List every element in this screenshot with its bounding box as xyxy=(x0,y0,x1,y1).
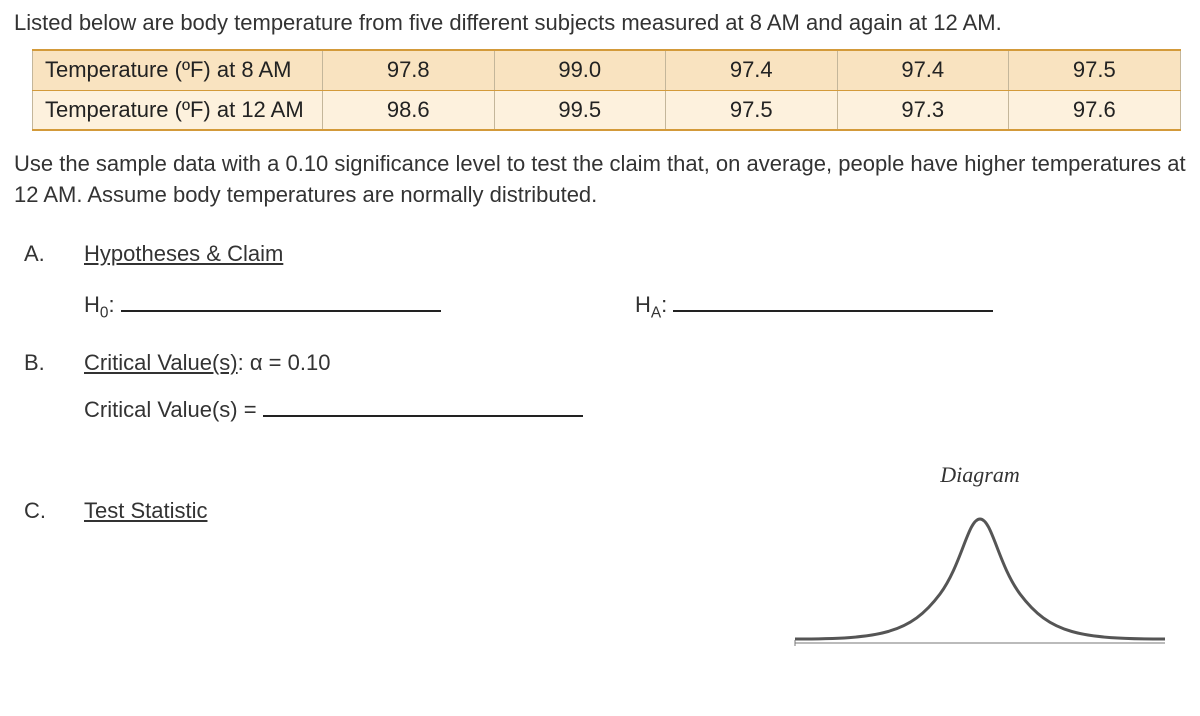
cell: 97.6 xyxy=(1009,90,1181,130)
cell: 97.5 xyxy=(1009,50,1181,90)
cv-blank[interactable] xyxy=(263,393,583,417)
table-row: Temperature (ºF) at 8 AM 97.8 99.0 97.4 … xyxy=(33,50,1181,90)
row1-label: Temperature (ºF) at 8 AM xyxy=(33,50,323,90)
section-letter: A. xyxy=(14,239,84,270)
cell: 97.3 xyxy=(837,90,1009,130)
intro-text: Listed below are body temperature from f… xyxy=(14,8,1186,39)
bell-curve-icon xyxy=(790,499,1170,649)
h0-blank[interactable] xyxy=(121,288,441,312)
cell: 98.6 xyxy=(323,90,495,130)
cell: 99.0 xyxy=(494,50,666,90)
section-b: B. Critical Value(s): α = 0.10 Critical … xyxy=(14,348,1186,426)
section-heading: Test Statistic xyxy=(84,498,207,523)
cv-label: Critical Value(s) = xyxy=(84,395,257,426)
cell: 97.4 xyxy=(666,50,838,90)
alpha-text: : α = 0.10 xyxy=(238,350,331,375)
bell-path xyxy=(795,519,1165,639)
ha-field: HA: xyxy=(635,288,1186,324)
h0-field: H0: xyxy=(84,288,635,324)
prompt-text: Use the sample data with a 0.10 signific… xyxy=(14,149,1186,211)
section-letter: B. xyxy=(14,348,84,379)
cell: 99.5 xyxy=(494,90,666,130)
section-heading: Hypotheses & Claim xyxy=(84,241,283,266)
section-letter: C. xyxy=(14,496,84,527)
section-heading: Critical Value(s) xyxy=(84,350,238,375)
table-row: Temperature (ºF) at 12 AM 98.6 99.5 97.5… xyxy=(33,90,1181,130)
cell: 97.8 xyxy=(323,50,495,90)
diagram-block: Diagram xyxy=(790,460,1170,658)
temperature-table: Temperature (ºF) at 8 AM 97.8 99.0 97.4 … xyxy=(32,49,1181,132)
diagram-label: Diagram xyxy=(790,460,1170,491)
h0-label: H0: xyxy=(84,290,115,324)
cell: 97.5 xyxy=(666,90,838,130)
section-a: A. Hypotheses & Claim H0: HA: xyxy=(14,239,1186,324)
ha-label: HA: xyxy=(635,290,667,324)
ha-blank[interactable] xyxy=(673,288,993,312)
row2-label: Temperature (ºF) at 12 AM xyxy=(33,90,323,130)
cell: 97.4 xyxy=(837,50,1009,90)
